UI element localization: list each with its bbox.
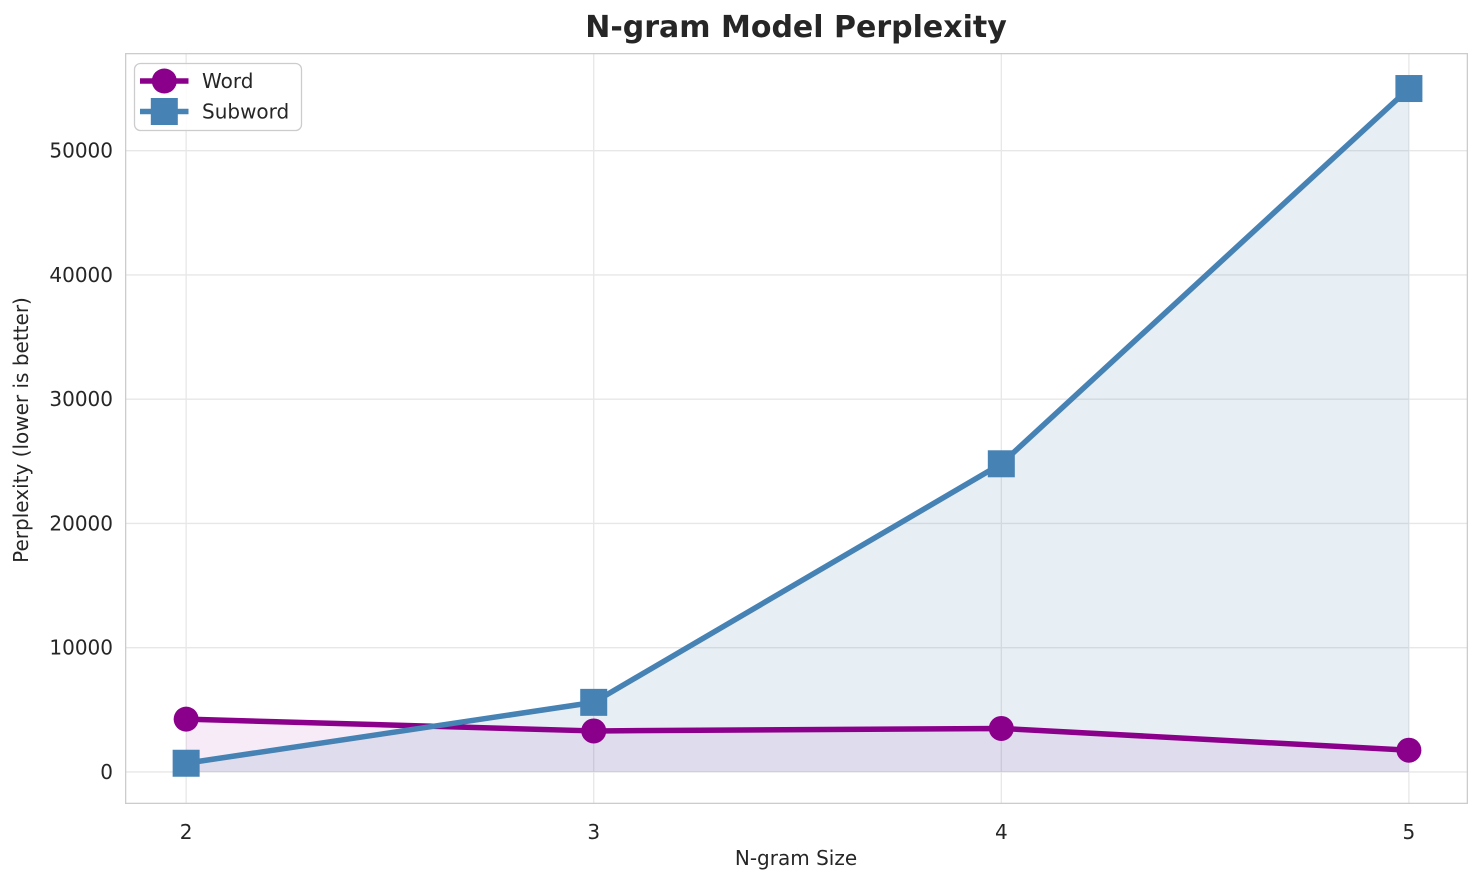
legend-label-word: Word: [202, 69, 253, 93]
y-tick-label: 50000: [49, 139, 113, 163]
series-line-word: [183, 716, 1412, 753]
legend: Word Subword: [133, 62, 303, 132]
y-tick-label: 0: [100, 760, 113, 784]
x-tick-label: 2: [180, 820, 193, 844]
axes-spines: [125, 53, 1468, 805]
data-point-word: [581, 718, 607, 744]
legend-label-subword: Subword: [202, 100, 289, 124]
y-tick-label: 10000: [49, 636, 113, 660]
x-tick-label: 4: [995, 820, 1008, 844]
word-marker-icon: [151, 68, 177, 94]
subword-marker-icon: [150, 98, 178, 125]
x-tick-label: 3: [587, 820, 600, 844]
plot-background: [125, 53, 1468, 804]
x-axis-label: N-gram Size: [735, 846, 857, 870]
legend-item-subword: Subword: [140, 98, 289, 125]
y-axis-label: Perplexity (lower is better): [9, 297, 33, 563]
data-point-subword: [1395, 75, 1423, 103]
data-point-word: [988, 715, 1014, 741]
y-tick-label: 20000: [49, 511, 113, 535]
chart-title: N-gram Model Perplexity: [585, 10, 1007, 45]
legend-item-word: Word: [140, 68, 253, 94]
data-point-word: [1396, 737, 1422, 763]
area-fill-word: [186, 719, 1409, 772]
area-fill-subword: [186, 88, 1409, 772]
data-point-word: [173, 706, 199, 732]
data-point-subword: [580, 688, 608, 716]
plot-area: 0 10000 20000 30000 40000 50000 2 3 4 5: [49, 53, 1468, 844]
data-point-subword: [172, 749, 200, 777]
series-line-subword: [183, 85, 1412, 766]
y-tick-label: 30000: [49, 387, 113, 411]
y-tick-label: 40000: [49, 263, 113, 287]
data-point-subword: [987, 450, 1015, 478]
x-tick-label: 5: [1403, 820, 1416, 844]
